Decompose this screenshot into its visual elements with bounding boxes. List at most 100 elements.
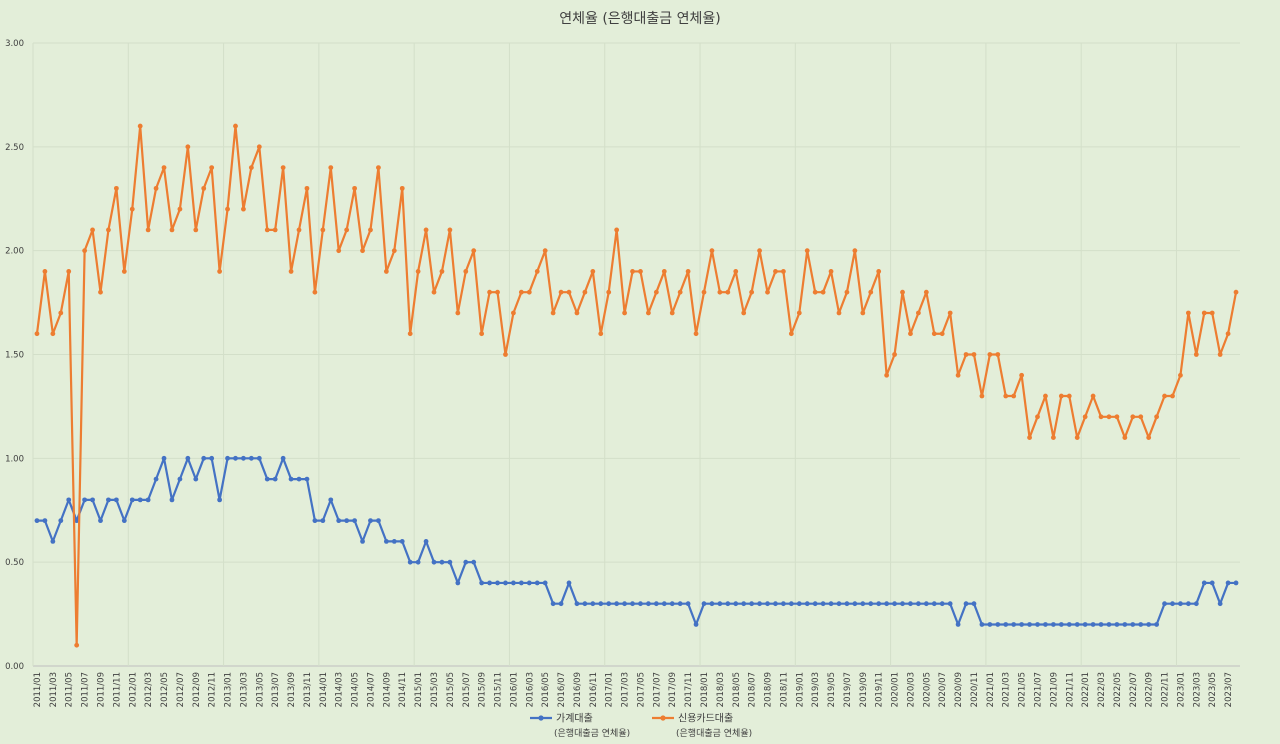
data-point [765,601,770,607]
data-point [955,372,961,378]
data-point [407,559,413,565]
data-point [669,310,675,316]
data-point [765,289,770,295]
data-point [248,455,254,461]
legend-sublabel: (은행대출금 연체율) [676,727,752,739]
data-point [1074,435,1080,440]
x-tick-label: 2012/03 [144,672,154,707]
x-tick-label: 2018/03 [716,672,726,707]
x-tick-label: 2021/09 [1049,672,1059,707]
data-point [947,601,953,607]
data-point [558,601,564,607]
x-tick-label: 2015/11 [494,672,504,707]
data-point [526,580,532,586]
data-point [288,269,294,274]
data-point [1170,393,1175,399]
data-point [336,518,342,524]
data-point [106,497,111,503]
data-point [955,622,961,627]
data-point [129,497,135,503]
data-point [852,248,858,254]
data-point [804,601,810,607]
data-point [646,310,651,316]
data-point [169,497,175,503]
data-point [1035,622,1040,627]
data-point [995,622,1001,627]
x-tick-label: 2023/07 [1224,672,1234,707]
data-point [264,227,270,233]
x-tick-label: 2022/03 [1097,672,1107,707]
x-tick-label: 2023/05 [1208,672,1218,707]
data-point [892,601,897,607]
data-point [50,331,56,337]
data-point [1058,622,1064,627]
data-point [58,518,64,524]
data-point [1122,435,1128,440]
data-point [423,539,429,544]
x-tick-label: 2015/01 [414,672,424,707]
data-point [1154,622,1160,627]
data-point [622,601,627,607]
data-point [1233,289,1239,295]
x-tick-label: 2011/11 [112,672,122,707]
data-point [185,144,191,150]
x-tick-label: 2017/03 [621,672,631,707]
data-point [320,518,326,524]
data-point [399,539,405,544]
data-point [820,289,826,295]
data-point [1082,414,1088,420]
data-point [868,601,874,607]
data-point [796,310,802,316]
data-point [487,289,492,295]
data-point [868,289,874,295]
data-point [1106,622,1112,627]
data-point [915,310,921,316]
data-point [82,248,88,254]
data-point [915,601,921,607]
data-point [931,331,937,337]
x-tick-label: 2019/07 [843,672,853,707]
x-tick-label: 2015/05 [446,672,456,707]
x-tick-label: 2020/01 [891,672,901,707]
data-point [709,601,715,607]
data-point [550,310,556,316]
data-point [241,455,246,461]
data-point [145,497,151,503]
data-point [677,289,683,295]
data-point [50,539,56,544]
x-tick-label: 2016/01 [509,672,519,707]
data-point [1074,622,1080,627]
data-point [455,580,461,586]
data-point [1098,622,1104,627]
data-point [574,601,580,607]
data-point [1146,622,1152,627]
data-point [304,476,310,482]
x-tick-label: 2022/07 [1129,672,1139,707]
data-point [399,185,405,191]
data-point [741,601,747,607]
data-point [511,310,516,316]
x-tick-label: 2014/05 [351,672,361,707]
data-point [653,601,659,607]
x-tick-label: 2022/05 [1113,672,1123,707]
x-tick-label: 2012/09 [192,672,202,707]
data-point [860,310,866,316]
y-tick-label: 1.50 [5,351,24,361]
data-point [248,165,254,171]
data-point [1106,414,1112,420]
x-tick-label: 2019/09 [859,672,869,707]
data-point [423,227,429,233]
data-point [836,601,842,607]
x-tick-label: 2017/01 [605,672,615,707]
data-point [1185,601,1191,607]
x-tick-label: 2014/03 [335,672,345,707]
data-point [233,455,238,461]
x-tick-label: 2011/05 [65,672,75,707]
data-point [1003,622,1009,627]
data-point [1162,393,1167,399]
data-point [1098,414,1104,420]
data-point [391,539,397,544]
data-point [971,352,977,357]
data-point [66,497,72,503]
x-tick-label: 2013/07 [271,672,281,707]
